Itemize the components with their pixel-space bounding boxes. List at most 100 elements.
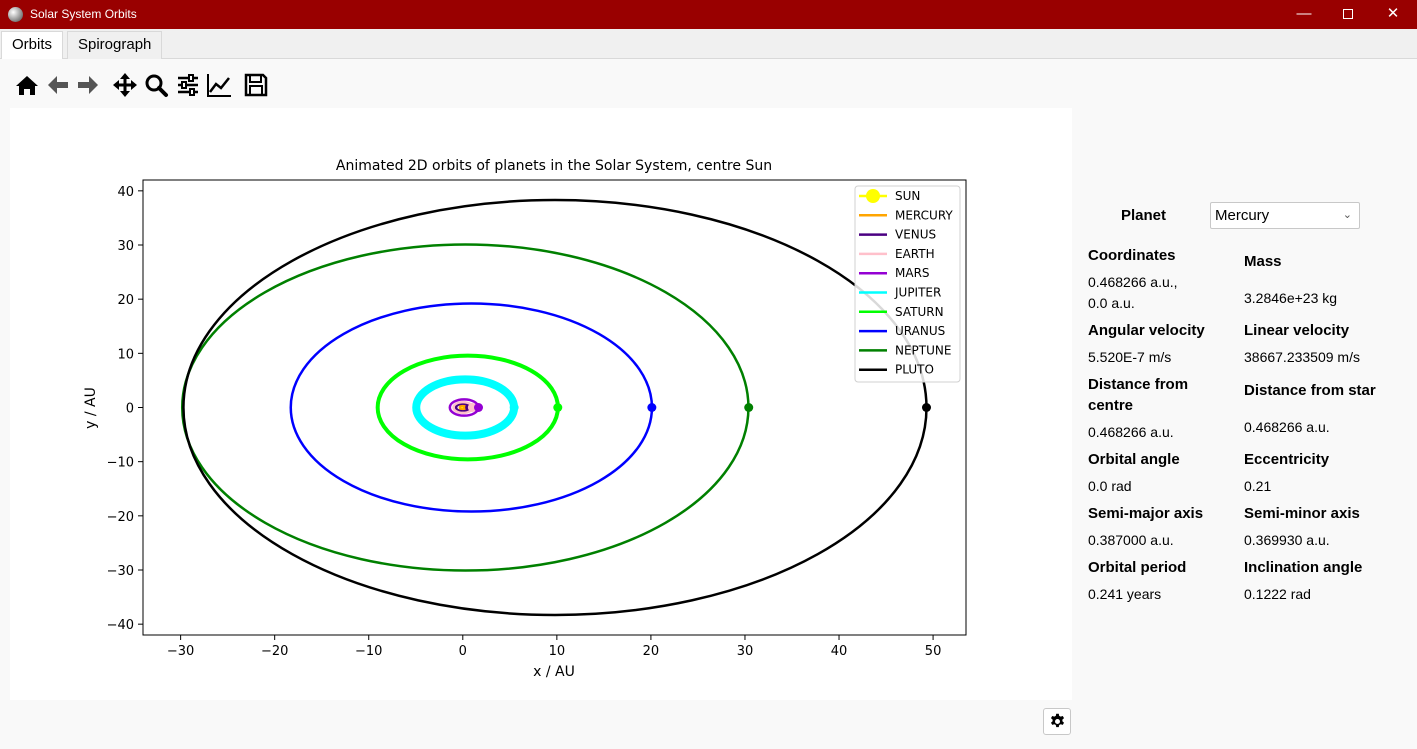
x-axis-label: x / AU xyxy=(533,664,575,680)
forward-button[interactable] xyxy=(75,72,103,100)
chart-title: Animated 2D orbits of planets in the Sol… xyxy=(336,158,772,174)
legend-label-mercury: MERCURY xyxy=(895,208,953,222)
tab-bar: Orbits Spirograph xyxy=(0,29,1417,60)
x-tick-label: −10 xyxy=(355,644,382,659)
y-axis-label: y / AU xyxy=(83,387,99,429)
orbital-angle-label: Orbital angle xyxy=(1088,451,1180,468)
y-tick-label: −10 xyxy=(107,456,134,471)
distance-star-label: Distance from star xyxy=(1244,382,1376,399)
y-tick-label: −20 xyxy=(107,510,134,525)
orbital-period-label: Orbital period xyxy=(1088,559,1187,576)
distance-centre-label-line1: Distance from xyxy=(1088,376,1189,393)
back-button[interactable] xyxy=(45,72,73,100)
edit-axis-button[interactable] xyxy=(206,72,234,100)
legend-label-earth: EARTH xyxy=(895,247,935,261)
plot-figure[interactable]: Animated 2D orbits of planets in the Sol… xyxy=(10,108,1072,700)
legend-label-venus: VENUS xyxy=(895,228,936,242)
inclination-angle-label: Inclination angle xyxy=(1244,559,1363,576)
linear-velocity-value: 38667.233509 m/s xyxy=(1244,349,1360,365)
home-button[interactable] xyxy=(14,72,42,100)
mass-label: Mass xyxy=(1244,253,1282,270)
x-tick-label: 10 xyxy=(549,644,566,659)
maximize-button[interactable] xyxy=(1325,0,1371,29)
y-tick-label: 0 xyxy=(126,402,134,417)
maximize-icon xyxy=(1343,9,1353,20)
distance-centre-label-line2: centre xyxy=(1088,397,1134,414)
eccentricity-value: 0.21 xyxy=(1244,478,1272,494)
pluto-marker xyxy=(921,403,931,412)
tab-spirograph[interactable]: Spirograph xyxy=(67,31,163,59)
back-arrow-icon xyxy=(48,76,68,94)
pan-icon xyxy=(113,73,137,97)
x-tick-label: 0 xyxy=(459,644,467,659)
semi-major-axis-label: Semi-major axis xyxy=(1088,505,1204,522)
y-tick-label: −40 xyxy=(107,618,134,633)
planet-label: Planet xyxy=(1121,207,1167,224)
orbital-period-value: 0.241 years xyxy=(1088,586,1162,602)
zoom-button[interactable] xyxy=(143,72,171,100)
legend-label-jupiter: JUPITER xyxy=(894,286,941,300)
inclination-angle-value: 0.1222 rad xyxy=(1244,586,1311,602)
semi-minor-axis-value: 0.369930 a.u. xyxy=(1244,532,1330,548)
uranus-marker xyxy=(647,403,657,412)
orbit-lines xyxy=(180,198,931,617)
orbits-chart[interactable]: Animated 2D orbits of planets in the Sol… xyxy=(10,108,1072,700)
x-tick-label: 50 xyxy=(925,644,942,659)
semi-major-axis-value: 0.387000 a.u. xyxy=(1088,532,1174,548)
window-title: Solar System Orbits xyxy=(30,7,137,21)
y-tick-label: 40 xyxy=(117,185,134,200)
linear-velocity-label: Linear velocity xyxy=(1244,322,1350,339)
minimize-icon: — xyxy=(1296,5,1312,22)
planet-select[interactable]: Mercury ⌄ xyxy=(1210,202,1360,229)
forward-arrow-icon xyxy=(78,76,98,94)
app-icon xyxy=(8,7,23,22)
y-axis-ticks: 40 30 20 10 0 −10 −20 −30 −40 xyxy=(107,185,143,633)
mass-value: 3.2846e+23 kg xyxy=(1244,290,1338,306)
y-tick-label: −30 xyxy=(107,564,134,579)
save-button[interactable] xyxy=(243,72,271,100)
legend-label-pluto: PLUTO xyxy=(895,363,934,377)
x-tick-label: −30 xyxy=(167,644,194,659)
saturn-marker xyxy=(553,403,563,412)
coordinates-value-line1: 0.468266 a.u., xyxy=(1088,274,1178,290)
x-tick-label: 40 xyxy=(831,644,848,659)
x-tick-label: 20 xyxy=(643,644,660,659)
minimize-button[interactable]: — xyxy=(1281,0,1327,29)
coordinates-value-line2: 0.0 a.u. xyxy=(1088,295,1135,311)
x-tick-label: −20 xyxy=(261,644,288,659)
y-tick-label: 10 xyxy=(117,347,134,362)
chart-legend: SUN MERCURY VENUS EARTH MARS JUPITER SATURN URA… xyxy=(854,185,961,383)
distance-centre-value: 0.468266 a.u. xyxy=(1088,424,1174,440)
y-tick-label: 20 xyxy=(117,293,134,308)
angular-velocity-label: Angular velocity xyxy=(1088,322,1205,339)
tab-orbits[interactable]: Orbits xyxy=(1,31,64,60)
chevron-down-icon: ⌄ xyxy=(1342,209,1352,221)
semi-minor-axis-label: Semi-minor axis xyxy=(1244,505,1360,522)
edit-axis-icon xyxy=(207,74,231,97)
legend-label-uranus: URANUS xyxy=(895,324,945,338)
close-button[interactable]: ✕ xyxy=(1370,0,1416,29)
legend-label-mars: MARS xyxy=(895,266,930,280)
save-icon xyxy=(244,73,268,97)
zoom-icon xyxy=(145,74,168,97)
jupiter-marker xyxy=(509,403,519,412)
neptune-marker xyxy=(744,403,754,412)
home-icon xyxy=(16,76,38,95)
angular-velocity-value: 5.520E-7 m/s xyxy=(1088,349,1172,365)
distance-star-value: 0.468266 a.u. xyxy=(1244,419,1330,435)
y-tick-label: 30 xyxy=(117,239,134,254)
close-icon: ✕ xyxy=(1386,5,1400,22)
settings-button[interactable] xyxy=(1043,708,1071,735)
mars-marker xyxy=(474,403,484,412)
legend-label-saturn: SATURN xyxy=(895,305,944,319)
gear-icon xyxy=(1050,713,1065,728)
planet-select-value: Mercury xyxy=(1215,207,1270,224)
coordinates-label: Coordinates xyxy=(1088,247,1176,264)
pan-button[interactable] xyxy=(112,72,140,100)
legend-label-sun: SUN xyxy=(895,189,920,203)
configure-subplots-button[interactable] xyxy=(175,72,203,100)
orbital-angle-value: 0.0 rad xyxy=(1088,478,1132,494)
x-tick-label: 30 xyxy=(737,644,754,659)
eccentricity-label: Eccentricity xyxy=(1244,451,1330,468)
x-axis-ticks: −30 −20 −10 0 10 20 30 40 50 xyxy=(167,635,941,659)
